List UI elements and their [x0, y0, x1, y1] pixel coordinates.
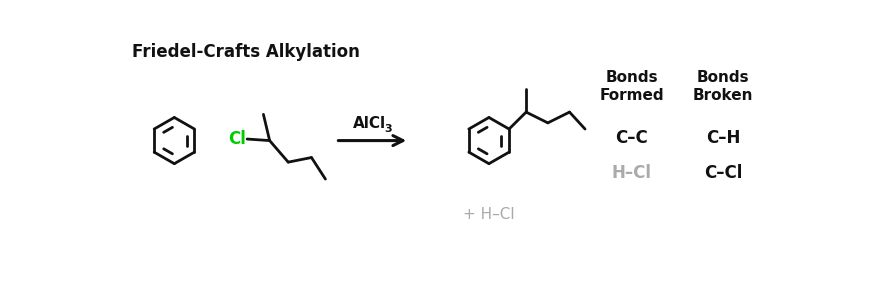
Text: Friedel-Crafts Alkylation: Friedel-Crafts Alkylation: [132, 43, 361, 61]
Text: 3: 3: [385, 124, 392, 134]
Text: C–Cl: C–Cl: [703, 164, 742, 182]
Text: H–Cl: H–Cl: [611, 164, 651, 182]
Text: C–C: C–C: [615, 129, 648, 147]
Text: C–H: C–H: [706, 129, 740, 147]
Text: Bonds
Broken: Bonds Broken: [693, 69, 753, 103]
Text: + H–Cl: + H–Cl: [463, 207, 515, 223]
Text: Bonds
Formed: Bonds Formed: [599, 69, 664, 103]
Text: Cl: Cl: [228, 130, 246, 148]
Text: AlCl: AlCl: [353, 116, 385, 131]
